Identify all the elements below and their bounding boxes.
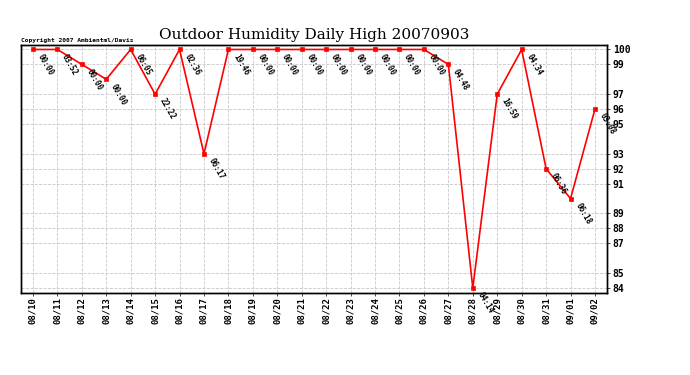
Text: 19:46: 19:46 bbox=[231, 52, 250, 77]
Text: 06:05: 06:05 bbox=[133, 52, 152, 77]
Text: 03:08: 03:08 bbox=[598, 112, 617, 136]
Text: 02:36: 02:36 bbox=[182, 52, 201, 77]
Text: 03:52: 03:52 bbox=[60, 52, 79, 77]
Title: Outdoor Humidity Daily High 20070903: Outdoor Humidity Daily High 20070903 bbox=[159, 28, 469, 42]
Text: 00:00: 00:00 bbox=[329, 52, 348, 77]
Text: 04:14: 04:14 bbox=[475, 291, 495, 315]
Text: 06:36: 06:36 bbox=[549, 171, 569, 196]
Text: 00:00: 00:00 bbox=[378, 52, 397, 77]
Text: 00:00: 00:00 bbox=[402, 52, 422, 77]
Text: 00:00: 00:00 bbox=[36, 52, 55, 77]
Text: 04:48: 04:48 bbox=[451, 67, 471, 92]
Text: 16:59: 16:59 bbox=[500, 97, 520, 122]
Text: 06:17: 06:17 bbox=[207, 157, 226, 181]
Text: 04:34: 04:34 bbox=[524, 52, 544, 77]
Text: 00:00: 00:00 bbox=[426, 52, 446, 77]
Text: Copyright 2007 Ambientml/Davis: Copyright 2007 Ambientml/Davis bbox=[21, 38, 133, 42]
Text: 00:00: 00:00 bbox=[85, 67, 104, 92]
Text: 00:00: 00:00 bbox=[280, 52, 299, 77]
Text: 06:18: 06:18 bbox=[573, 201, 593, 226]
Text: 00:00: 00:00 bbox=[109, 82, 128, 106]
Text: 00:00: 00:00 bbox=[353, 52, 373, 77]
Text: 22:22: 22:22 bbox=[158, 97, 177, 122]
Text: 00:00: 00:00 bbox=[304, 52, 324, 77]
Text: 00:00: 00:00 bbox=[255, 52, 275, 77]
